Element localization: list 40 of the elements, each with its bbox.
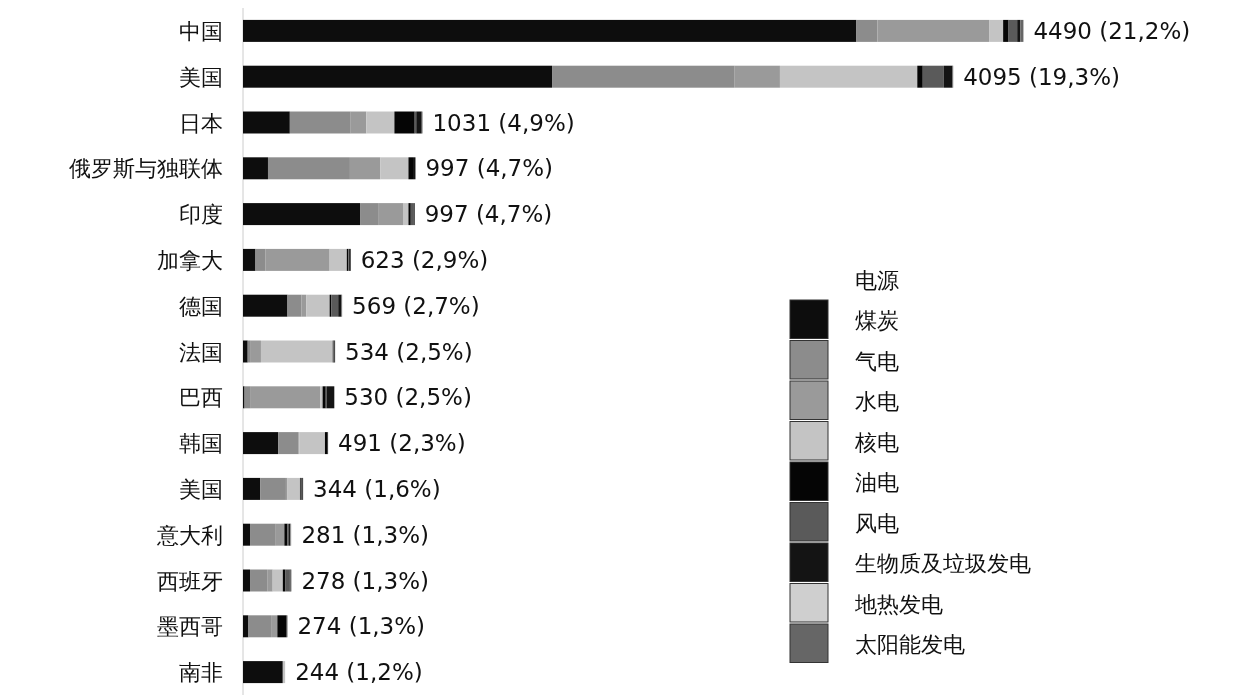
y-tick-label: 印度: [179, 202, 223, 228]
y-tick-label: 德国: [179, 293, 223, 319]
y-tick-label: 美国: [179, 64, 223, 90]
total-label: 491 (2,3%): [338, 430, 466, 457]
total-label: 274 (1,3%): [297, 613, 426, 640]
total-label: 244 (1,2%): [295, 659, 423, 686]
total-label: 4490 (21,2%): [1033, 17, 1191, 44]
legend-label: 核电: [854, 429, 899, 455]
total-label: 997 (4,7%): [424, 201, 553, 228]
legend-label: 地热发电: [854, 591, 943, 617]
y-tick-label: 巴西: [179, 385, 223, 411]
legend-label: 气电: [855, 348, 899, 374]
y-tick-label: 意大利: [156, 522, 223, 548]
legend-label: 油电: [855, 470, 899, 496]
y-tick-label: 韩国: [179, 431, 223, 457]
total-label: 997 (4,7%): [425, 155, 554, 182]
y-tick-label: 西班牙: [157, 568, 223, 594]
y-tick-label: 中国: [179, 18, 223, 44]
legend-title: 电源: [855, 268, 899, 293]
total-label: 281 (1,3%): [301, 521, 429, 548]
total-label: 344 (1,6%): [313, 475, 441, 502]
legend-label: 风电: [855, 510, 899, 536]
y-tick-label: 日本: [179, 110, 223, 136]
y-tick-label: 南非: [179, 660, 223, 686]
total-label: 278 (1,3%): [301, 567, 429, 594]
total-label: 4095 (19,3%): [963, 63, 1121, 90]
y-tick-label: 加拿大: [157, 247, 223, 273]
legend-label: 水电: [855, 389, 899, 415]
total-label: 623 (2,9%): [360, 246, 489, 273]
y-tick-label: 法国: [179, 339, 223, 365]
y-tick-label: 墨西哥: [157, 614, 223, 640]
total-label: 530 (2,5%): [344, 384, 472, 411]
legend-label: 生物质及垃圾发电: [855, 551, 1031, 577]
y-tick-label: 俄罗斯与独联体: [69, 156, 223, 182]
total-label: 1031 (4,9%): [432, 109, 575, 136]
legend-label: 太阳能发电: [855, 632, 965, 658]
total-label: 569 (2,7%): [352, 292, 480, 319]
y-tick-label: 美国: [179, 476, 223, 502]
legend-label: 煤炭: [855, 308, 899, 334]
total-label: 534 (2,5%): [345, 338, 473, 365]
